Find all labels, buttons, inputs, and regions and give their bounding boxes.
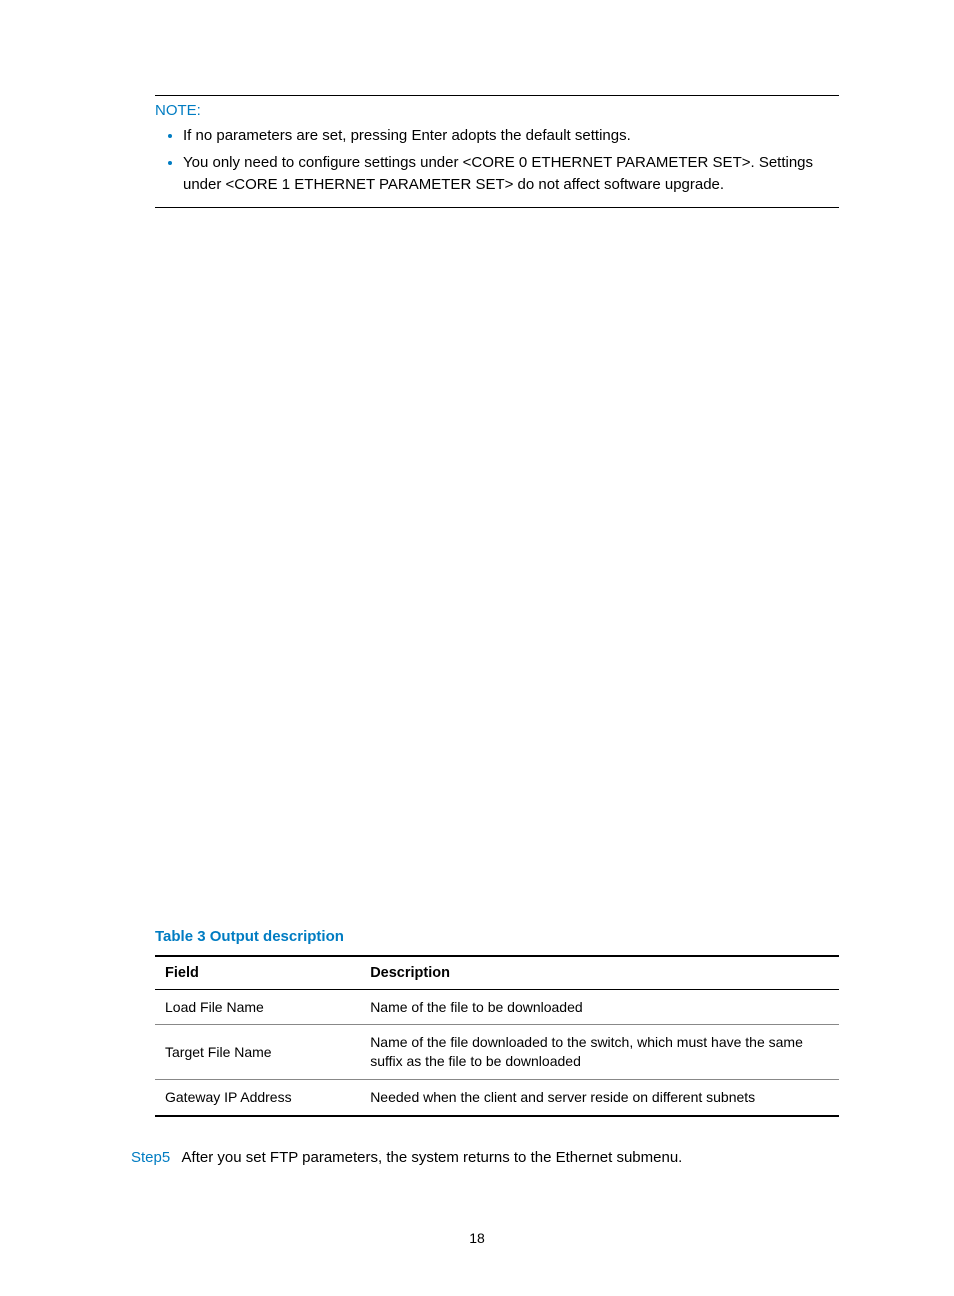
table-cell-field: Target File Name xyxy=(155,1025,360,1080)
table-caption: Table 3 Output description xyxy=(155,928,839,945)
page-number: 18 xyxy=(0,1230,954,1246)
table-row: Target File Name Name of the file downlo… xyxy=(155,1025,839,1080)
table-header-field: Field xyxy=(155,956,360,990)
table-cell-description: Name of the file to be downloaded xyxy=(360,989,839,1025)
table-cell-field: Gateway IP Address xyxy=(155,1080,360,1116)
note-item: If no parameters are set, pressing Enter… xyxy=(183,125,839,148)
table-cell-description: Name of the file downloaded to the switc… xyxy=(360,1025,839,1080)
document-page: NOTE: If no parameters are set, pressing… xyxy=(0,0,954,1216)
note-list: If no parameters are set, pressing Enter… xyxy=(155,125,839,197)
note-title: NOTE: xyxy=(155,102,839,119)
table-header-row: Field Description xyxy=(155,956,839,990)
step-line: Step5 After you set FTP parameters, the … xyxy=(131,1149,839,1166)
step-text: After you set FTP parameters, the system… xyxy=(182,1149,683,1166)
table-cell-field: Load File Name xyxy=(155,989,360,1025)
note-item: You only need to configure settings unde… xyxy=(183,152,839,197)
table-row: Load File Name Name of the file to be do… xyxy=(155,989,839,1025)
table-row: Gateway IP Address Needed when the clien… xyxy=(155,1080,839,1116)
output-description-table: Field Description Load File Name Name of… xyxy=(155,955,839,1118)
table-cell-description: Needed when the client and server reside… xyxy=(360,1080,839,1116)
step-label: Step5 xyxy=(131,1149,170,1166)
content-spacer xyxy=(155,228,839,928)
note-block: NOTE: If no parameters are set, pressing… xyxy=(155,95,839,208)
table-header-description: Description xyxy=(360,956,839,990)
